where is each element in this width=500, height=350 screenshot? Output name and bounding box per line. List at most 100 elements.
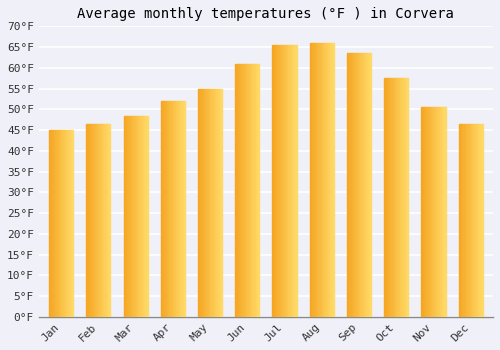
Bar (250, 64, 251, 317)
Bar (64, 130, 65, 317)
Bar (124, 116, 126, 317)
Bar (332, 43, 334, 317)
Bar (312, 43, 314, 317)
Bar (396, 78, 398, 317)
Bar (384, 78, 408, 317)
Bar (103, 124, 104, 317)
Bar (348, 53, 350, 317)
Bar (370, 53, 371, 317)
Bar (477, 124, 478, 317)
Bar (167, 101, 168, 317)
Bar (434, 107, 436, 317)
Bar (480, 124, 482, 317)
Bar (458, 124, 460, 317)
Bar (466, 124, 467, 317)
Bar (49, 130, 73, 317)
Bar (55, 130, 56, 317)
Bar (282, 45, 284, 317)
Bar (104, 124, 106, 317)
Bar (366, 53, 368, 317)
Bar (430, 107, 431, 317)
Bar (394, 78, 395, 317)
Bar (174, 101, 176, 317)
Bar (220, 89, 221, 317)
Bar (284, 45, 286, 317)
Bar (438, 107, 440, 317)
Bar (169, 101, 170, 317)
Bar (131, 116, 132, 317)
Bar (392, 78, 394, 317)
Bar (310, 43, 311, 317)
Bar (347, 53, 371, 317)
Bar (401, 78, 402, 317)
Bar (472, 124, 473, 317)
Bar (467, 124, 468, 317)
Bar (56, 130, 58, 317)
Bar (180, 101, 182, 317)
Bar (431, 107, 432, 317)
Bar (347, 53, 348, 317)
Title: Average monthly temperatures (°F ) in Corvera: Average monthly temperatures (°F ) in Co… (78, 7, 454, 21)
Bar (406, 78, 407, 317)
Bar (280, 45, 281, 317)
Bar (238, 64, 239, 317)
Bar (292, 45, 293, 317)
Bar (310, 43, 334, 317)
Bar (256, 64, 257, 317)
Bar (316, 43, 317, 317)
Bar (58, 130, 60, 317)
Bar (242, 64, 244, 317)
Bar (425, 107, 426, 317)
Bar (216, 89, 218, 317)
Bar (474, 124, 476, 317)
Bar (210, 89, 212, 317)
Bar (276, 45, 278, 317)
Bar (62, 130, 64, 317)
Bar (88, 124, 90, 317)
Bar (209, 89, 210, 317)
Bar (130, 116, 131, 317)
Bar (432, 107, 434, 317)
Bar (107, 124, 108, 317)
Bar (320, 43, 322, 317)
Bar (257, 64, 258, 317)
Bar (272, 45, 274, 317)
Bar (440, 107, 442, 317)
Bar (126, 116, 127, 317)
Bar (200, 89, 202, 317)
Bar (65, 130, 66, 317)
Bar (163, 101, 164, 317)
Bar (70, 130, 71, 317)
Bar (98, 124, 100, 317)
Bar (91, 124, 92, 317)
Bar (364, 53, 365, 317)
Bar (142, 116, 143, 317)
Bar (60, 130, 61, 317)
Bar (354, 53, 356, 317)
Bar (133, 116, 134, 317)
Bar (476, 124, 477, 317)
Bar (139, 116, 140, 317)
Bar (97, 124, 98, 317)
Bar (365, 53, 366, 317)
Bar (146, 116, 148, 317)
Bar (462, 124, 464, 317)
Bar (127, 116, 128, 317)
Bar (184, 101, 185, 317)
Bar (422, 107, 424, 317)
Bar (86, 124, 88, 317)
Bar (252, 64, 254, 317)
Bar (215, 89, 216, 317)
Bar (353, 53, 354, 317)
Bar (204, 89, 205, 317)
Bar (92, 124, 94, 317)
Bar (90, 124, 91, 317)
Bar (278, 45, 280, 317)
Bar (202, 89, 203, 317)
Bar (422, 107, 446, 317)
Bar (140, 116, 141, 317)
Bar (478, 124, 479, 317)
Bar (324, 43, 326, 317)
Bar (246, 64, 248, 317)
Bar (160, 101, 162, 317)
